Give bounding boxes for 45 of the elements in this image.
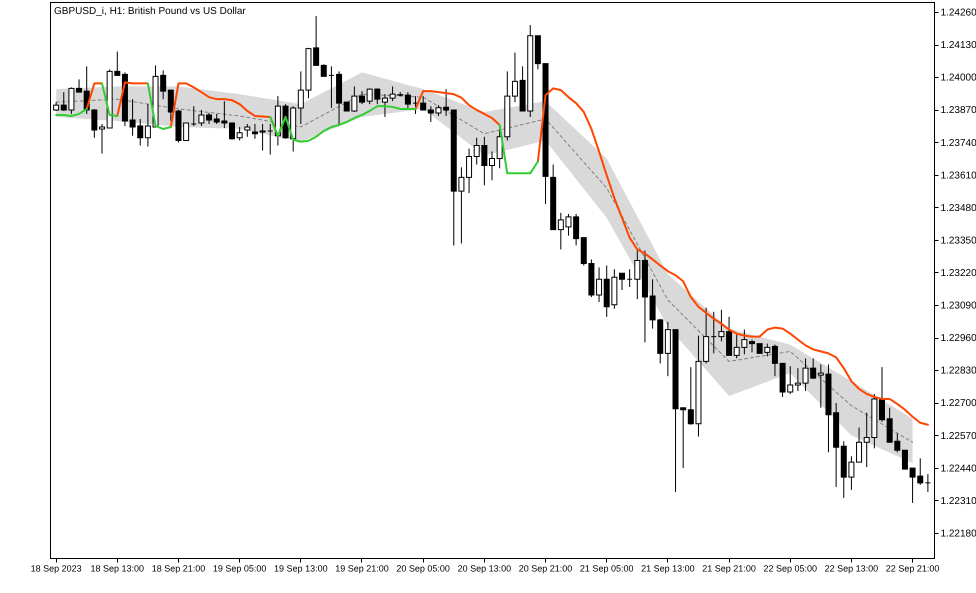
- candlestick: [626, 268, 633, 288]
- y-tick-label: 1.22570: [940, 430, 976, 442]
- chart-title: GBPUSD_i, H1: British Pound vs US Dollar: [54, 6, 246, 17]
- x-tick-label: 18 Sep 13:00: [90, 564, 144, 574]
- y-tick-label: 1.22180: [940, 528, 976, 540]
- candlestick: [404, 92, 411, 110]
- y-tick-label: 1.24130: [940, 40, 976, 52]
- x-tick-label: 21 Sep 13:00: [641, 564, 695, 574]
- y-tick-label: 1.23220: [940, 268, 976, 279]
- candlestick: [244, 123, 250, 138]
- x-tick-label: 18 Sep 21:00: [152, 564, 206, 574]
- x-tick-label: 21 Sep 21:00: [702, 564, 756, 574]
- y-tick-label: 1.22830: [940, 366, 976, 377]
- candlestick: [190, 106, 197, 126]
- y-tick-label: 1.23090: [940, 300, 976, 312]
- candlestick: [267, 123, 274, 156]
- x-tick-label: 21 Sep 05:00: [580, 564, 634, 574]
- candlestick: [420, 96, 426, 110]
- x-tick-label: 22 Sep 21:00: [886, 564, 940, 574]
- x-tick-label: 20 Sep 05:00: [396, 564, 450, 574]
- x-tick-label: 20 Sep 21:00: [518, 564, 572, 574]
- candlestick: [168, 90, 174, 122]
- x-tick-label: 19 Sep 05:00: [212, 564, 266, 574]
- x-tick-label: 19 Sep 21:00: [335, 564, 389, 574]
- candlestick: [924, 474, 931, 492]
- x-tick-label: 22 Sep 13:00: [824, 564, 878, 574]
- y-tick-label: 1.23740: [940, 138, 976, 149]
- y-tick-label: 1.23350: [940, 235, 976, 246]
- candlestick: [320, 64, 327, 77]
- x-tick-label: 19 Sep 13:00: [274, 564, 328, 574]
- x-tick-label: 20 Sep 13:00: [458, 564, 512, 574]
- x-tick-label: 22 Sep 05:00: [763, 564, 818, 574]
- y-tick-label: 1.23480: [940, 202, 976, 214]
- candlestick: [328, 66, 334, 108]
- candlestick: [710, 311, 717, 354]
- y-tick-label: 1.22440: [940, 463, 976, 474]
- y-tick-label: 1.22960: [940, 333, 976, 344]
- y-tick-label: 1.24260: [940, 8, 976, 19]
- y-tick-label: 1.23610: [940, 170, 976, 182]
- x-tick-label: 18 Sep 2023: [30, 564, 82, 574]
- y-tick-label: 1.22310: [940, 496, 976, 507]
- y-tick-label: 1.24000: [940, 72, 976, 84]
- y-tick-label: 1.22700: [940, 398, 976, 410]
- y-tick-label: 1.23870: [940, 105, 976, 116]
- candlestick: [412, 96, 419, 114]
